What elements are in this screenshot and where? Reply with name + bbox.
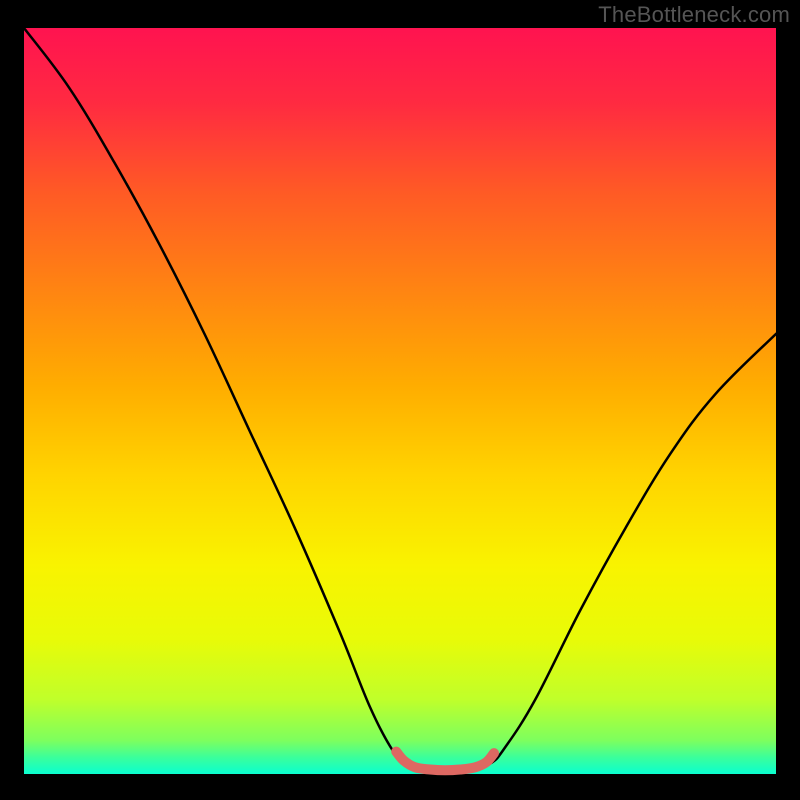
chart-frame: TheBottleneck.com: [0, 0, 800, 800]
bottleneck-chart: [0, 0, 800, 800]
plot-background: [24, 28, 776, 774]
watermark-text: TheBottleneck.com: [598, 2, 790, 28]
